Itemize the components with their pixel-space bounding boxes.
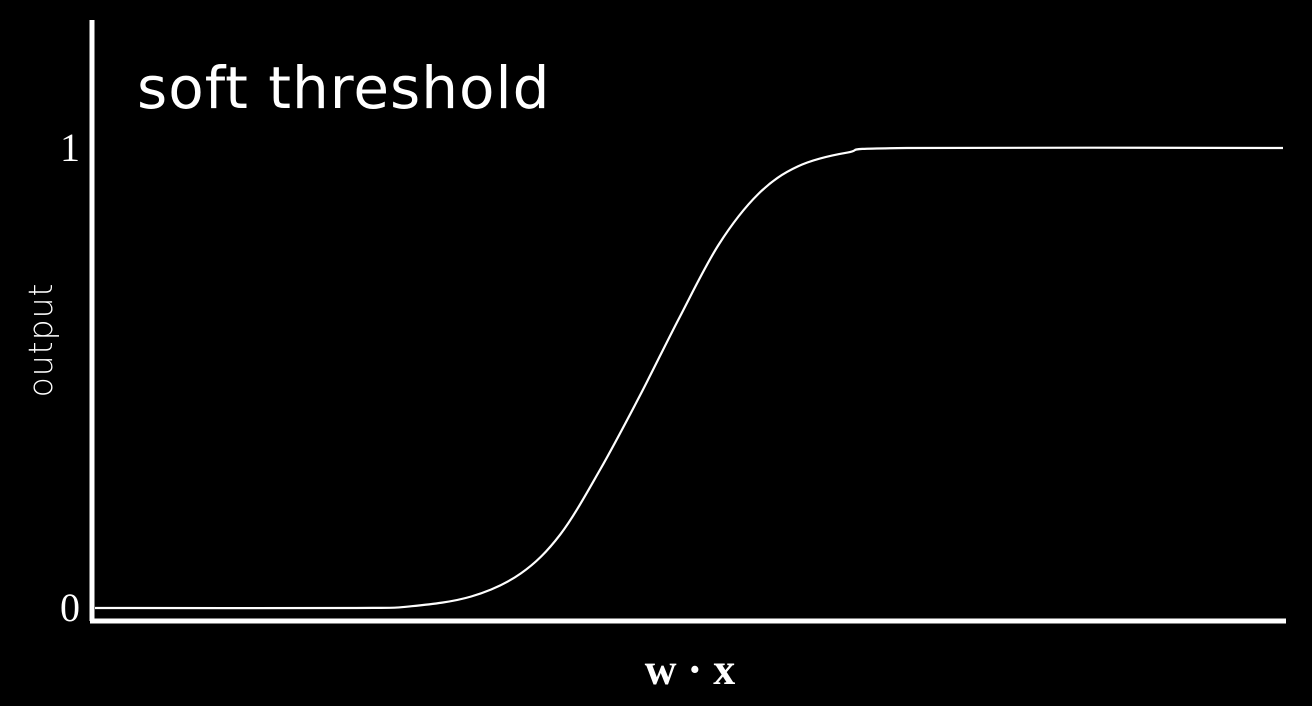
- y-axis-label: output: [21, 283, 60, 398]
- y-tick-labels: 01: [60, 125, 80, 630]
- y-tick-label-1: 1: [60, 125, 80, 170]
- sigmoid-curve: [94, 146, 1284, 610]
- x-axis-label: w · x: [645, 645, 735, 694]
- y-tick-label-0: 0: [60, 585, 80, 630]
- chart-title: soft threshold: [137, 54, 550, 122]
